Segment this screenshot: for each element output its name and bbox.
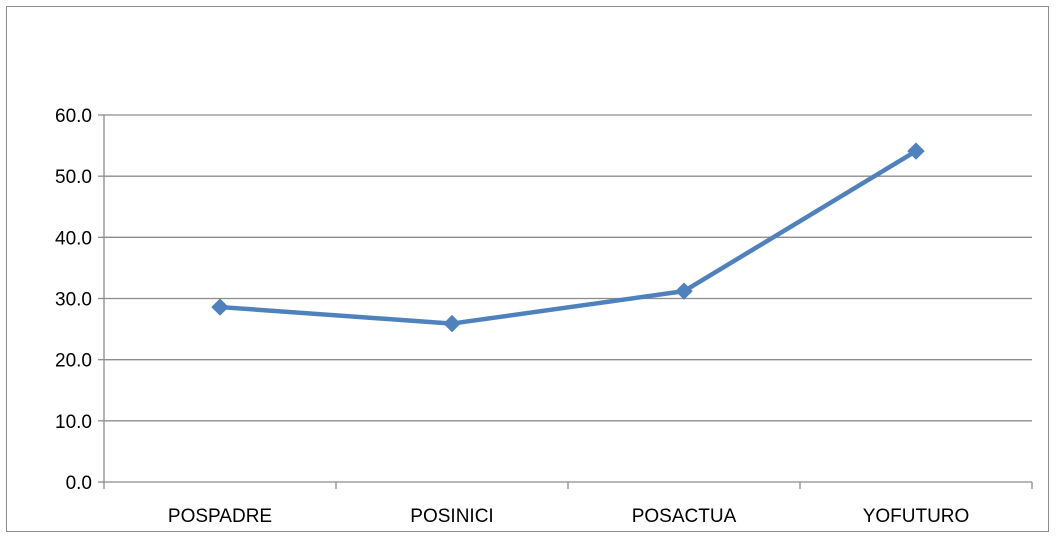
x-axis-tick-labels: POSPADRE POSINICI POSACTUA YOFUTURO (168, 506, 969, 527)
y-tick-label: 60.0 (55, 106, 92, 127)
y-tick-label: 40.0 (55, 228, 92, 249)
y-axis-tick-labels: 0.0 10.0 20.0 30.0 40.0 50.0 60.0 (55, 106, 92, 494)
x-tick-label: YOFUTURO (863, 506, 970, 527)
series-0 (211, 142, 925, 333)
chart-frame (6, 6, 1049, 532)
x-tick-label: POSINICI (410, 506, 493, 527)
x-tick-label: POSPADRE (168, 506, 272, 527)
data-point-marker (907, 142, 925, 160)
y-tick-label: 10.0 (55, 412, 92, 433)
axes (98, 114, 1033, 489)
series-line (217, 148, 919, 326)
y-tick-label: 30.0 (55, 290, 92, 311)
data-point-marker (443, 314, 461, 333)
data-point-marker (211, 298, 229, 316)
y-tick-label: 50.0 (55, 167, 92, 188)
x-tick-label: POSACTUA (632, 506, 737, 527)
series (211, 142, 925, 333)
data-point-marker (675, 282, 693, 300)
y-tick-label: 0.0 (66, 473, 92, 494)
gridlines (104, 114, 1032, 422)
y-tick-label: 20.0 (55, 351, 92, 372)
